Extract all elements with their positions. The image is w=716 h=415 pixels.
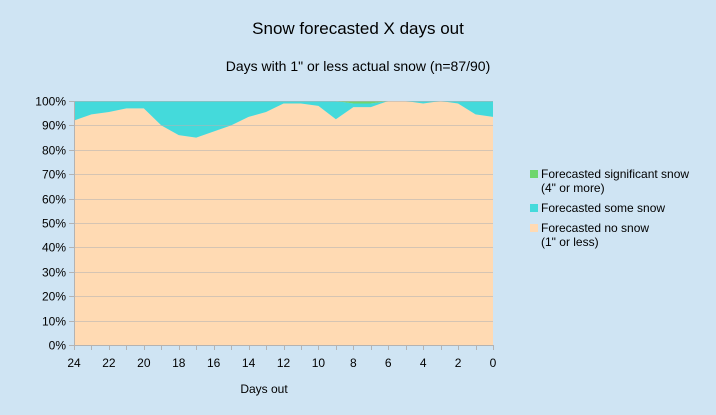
legend-label: Forecasted significant snow (541, 167, 689, 181)
legend-label: Forecasted no snow (541, 221, 649, 235)
x-tick-label: 6 (385, 356, 392, 370)
x-tick-label: 12 (277, 356, 291, 370)
x-tick-label: 20 (137, 356, 151, 370)
x-tick-label: 10 (312, 356, 326, 370)
y-tick-label: 90% (42, 119, 66, 133)
y-tick-label: 10% (42, 315, 66, 329)
x-axis-label: Days out (240, 382, 288, 396)
y-tick-label: 60% (42, 193, 66, 207)
legend-swatch (530, 224, 538, 232)
legend-swatch (530, 204, 538, 212)
y-tick-label: 80% (42, 144, 66, 158)
y-tick-label: 50% (42, 217, 66, 231)
legend: Forecasted significant snow(4" or more) F… (530, 167, 689, 249)
legend-swatch (530, 170, 538, 178)
plot-area (74, 101, 493, 346)
x-tick-label: 0 (490, 356, 497, 370)
legend-label: (1" or less) (541, 235, 599, 249)
x-tick-label: 24 (67, 356, 81, 370)
x-tick-label: 16 (207, 356, 221, 370)
y-tick-label: 30% (42, 266, 66, 280)
area-series-1 (74, 101, 493, 138)
x-axis: 24 22 20 18 16 14 12 10 8 6 4 2 0 (67, 345, 497, 370)
y-tick-label: 40% (42, 241, 66, 255)
chart-subtitle: Days with 1" or less actual snow (n=87/9… (226, 58, 490, 74)
y-axis: 0% 10% 20% 30% 40% 50% 60% 70% 80% 90% 100% (35, 95, 75, 353)
x-tick-label: 4 (420, 356, 427, 370)
x-tick-label: 22 (102, 356, 116, 370)
x-tick-label: 2 (455, 356, 462, 370)
y-tick-label: 20% (42, 290, 66, 304)
legend-label: Forecasted some snow (541, 201, 665, 215)
x-tick-label: 8 (350, 356, 357, 370)
x-tick-label: 14 (242, 356, 256, 370)
y-tick-label: 70% (42, 168, 66, 182)
chart-title: Snow forecasted X days out (252, 19, 464, 38)
x-tick-label: 18 (172, 356, 186, 370)
y-tick-label: 100% (35, 95, 66, 109)
y-tick-label: 0% (49, 339, 67, 353)
legend-label: (4" or more) (541, 181, 605, 195)
